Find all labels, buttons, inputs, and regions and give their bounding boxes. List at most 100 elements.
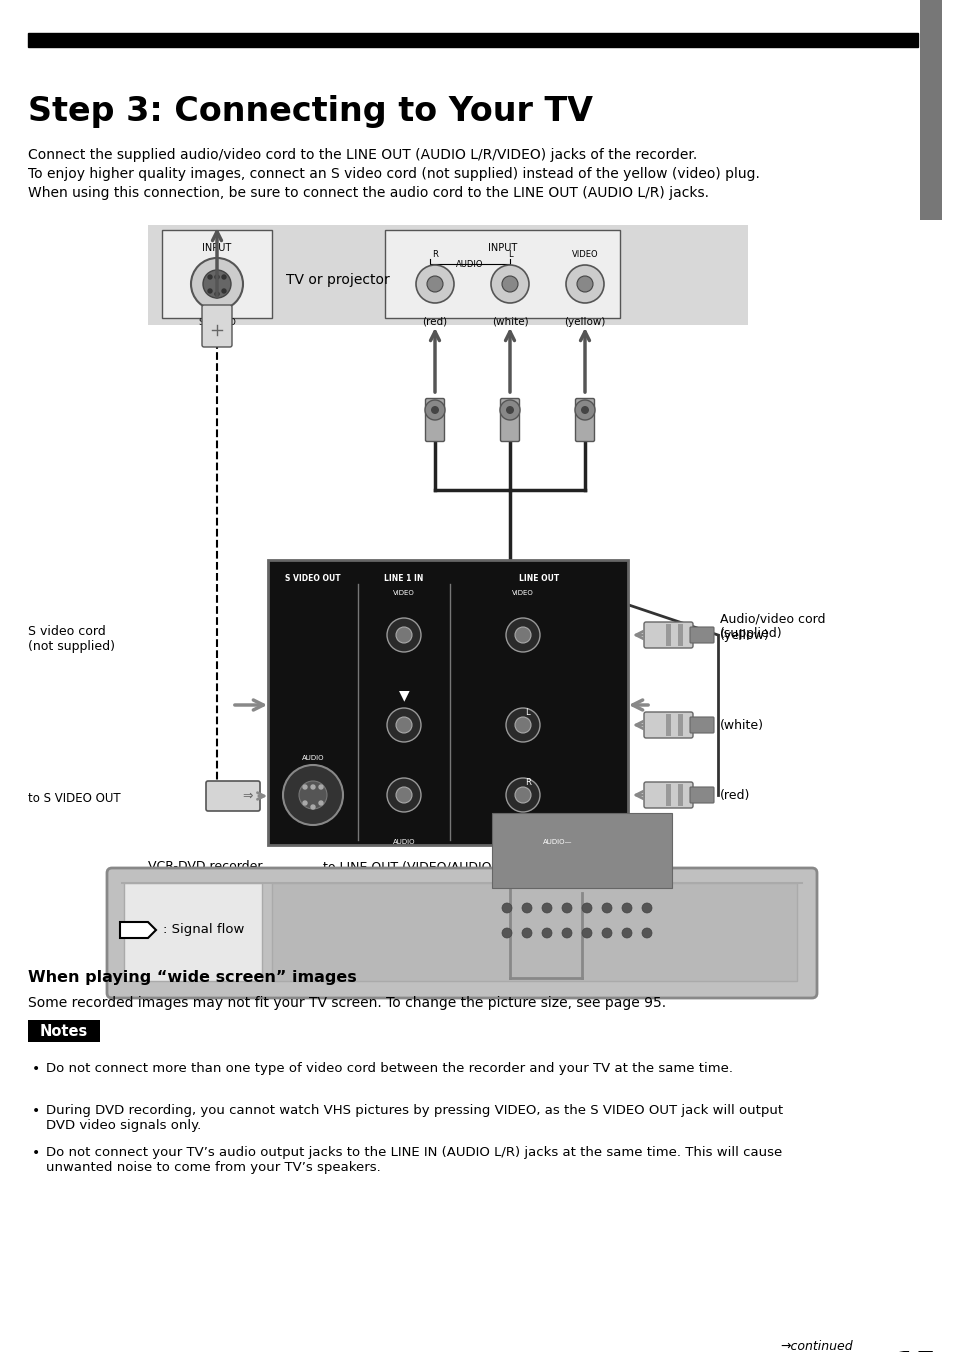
- Circle shape: [427, 276, 442, 292]
- Text: During DVD recording, you cannot watch VHS pictures by pressing VIDEO, as the S : During DVD recording, you cannot watch V…: [46, 1105, 782, 1132]
- Circle shape: [501, 927, 512, 938]
- Circle shape: [541, 903, 552, 913]
- Circle shape: [505, 708, 539, 742]
- Circle shape: [311, 804, 314, 808]
- Text: ⇒: ⇒: [242, 790, 253, 803]
- Text: TV or projector: TV or projector: [286, 273, 390, 287]
- Bar: [492, 813, 671, 888]
- Bar: [919, 0, 941, 220]
- Text: VIDEO: VIDEO: [512, 589, 534, 596]
- Circle shape: [621, 927, 631, 938]
- Circle shape: [298, 781, 327, 808]
- Text: AUDIO—: AUDIO—: [542, 840, 572, 845]
- Bar: [28, 32, 917, 47]
- Circle shape: [521, 903, 532, 913]
- Circle shape: [222, 289, 226, 293]
- FancyBboxPatch shape: [206, 781, 260, 811]
- Circle shape: [505, 777, 539, 813]
- Text: (yellow): (yellow): [720, 629, 769, 641]
- Circle shape: [214, 274, 219, 279]
- FancyBboxPatch shape: [385, 230, 619, 318]
- FancyBboxPatch shape: [689, 717, 713, 733]
- Text: →continued: →continued: [780, 1340, 852, 1352]
- Circle shape: [641, 903, 651, 913]
- FancyBboxPatch shape: [575, 399, 594, 442]
- Circle shape: [580, 406, 588, 414]
- Text: AUDIO: AUDIO: [393, 840, 415, 845]
- Text: Connect the supplied audio/video cord to the LINE OUT (AUDIO L/R/VIDEO) jacks of: Connect the supplied audio/video cord to…: [28, 147, 697, 162]
- Circle shape: [318, 786, 323, 790]
- FancyBboxPatch shape: [643, 622, 692, 648]
- Bar: [124, 883, 262, 982]
- Text: •: •: [32, 1146, 40, 1160]
- Circle shape: [191, 258, 243, 310]
- Circle shape: [387, 618, 420, 652]
- Text: When using this connection, be sure to connect the audio cord to the LINE OUT (A: When using this connection, be sure to c…: [28, 187, 708, 200]
- Text: LINE 1 IN: LINE 1 IN: [384, 575, 423, 583]
- Text: (red): (red): [422, 316, 447, 327]
- Circle shape: [601, 927, 612, 938]
- Circle shape: [581, 903, 592, 913]
- Polygon shape: [120, 922, 156, 938]
- Text: (white): (white): [491, 316, 528, 327]
- Circle shape: [541, 927, 552, 938]
- FancyBboxPatch shape: [425, 399, 444, 442]
- Circle shape: [499, 400, 519, 420]
- Text: Step 3: Connecting to Your TV: Step 3: Connecting to Your TV: [28, 95, 593, 128]
- Circle shape: [561, 903, 572, 913]
- Circle shape: [387, 708, 420, 742]
- Circle shape: [387, 777, 420, 813]
- Text: L: L: [507, 250, 512, 260]
- Bar: [28, 1019, 100, 1042]
- Circle shape: [214, 292, 219, 296]
- FancyBboxPatch shape: [162, 230, 272, 318]
- Text: Do not connect your TV’s audio output jacks to the LINE IN (AUDIO L/R) jacks at : Do not connect your TV’s audio output ja…: [46, 1146, 781, 1174]
- Circle shape: [283, 765, 343, 825]
- Circle shape: [575, 400, 595, 420]
- Text: Some recorded images may not fit your TV screen. To change the picture size, see: Some recorded images may not fit your TV…: [28, 996, 665, 1010]
- Circle shape: [491, 265, 529, 303]
- Bar: [678, 625, 682, 646]
- Text: •: •: [32, 1063, 40, 1076]
- Circle shape: [395, 627, 412, 644]
- Text: Do not connect more than one type of video cord between the recorder and your TV: Do not connect more than one type of vid…: [46, 1063, 732, 1075]
- Text: Hookups and Settings: Hookups and Settings: [925, 437, 935, 573]
- Bar: [665, 625, 670, 646]
- Circle shape: [515, 627, 531, 644]
- Circle shape: [565, 265, 603, 303]
- Text: R: R: [432, 250, 437, 260]
- FancyBboxPatch shape: [689, 787, 713, 803]
- Circle shape: [203, 270, 231, 297]
- Text: S VIDEO OUT: S VIDEO OUT: [285, 575, 340, 583]
- Circle shape: [208, 289, 212, 293]
- Circle shape: [222, 274, 226, 279]
- Text: S VIDEO: S VIDEO: [198, 318, 235, 327]
- Text: S video cord
(not supplied): S video cord (not supplied): [28, 625, 115, 653]
- Text: Notes: Notes: [40, 1023, 88, 1038]
- Circle shape: [303, 786, 307, 790]
- Text: to LINE OUT (VIDEO/AUDIO L/R): to LINE OUT (VIDEO/AUDIO L/R): [323, 860, 519, 873]
- Text: (red): (red): [720, 788, 750, 802]
- Text: VIDEO: VIDEO: [393, 589, 415, 596]
- Circle shape: [303, 800, 307, 804]
- Circle shape: [424, 400, 444, 420]
- Circle shape: [501, 903, 512, 913]
- Text: to S VIDEO OUT: to S VIDEO OUT: [28, 792, 120, 804]
- Text: R: R: [524, 777, 530, 787]
- Text: AUDIO: AUDIO: [456, 260, 483, 269]
- Bar: [268, 560, 627, 845]
- FancyBboxPatch shape: [689, 627, 713, 644]
- FancyBboxPatch shape: [500, 399, 519, 442]
- Text: INPUT: INPUT: [487, 243, 517, 253]
- Circle shape: [641, 927, 651, 938]
- Bar: [665, 714, 670, 735]
- Circle shape: [395, 787, 412, 803]
- Text: Audio/video cord
(supplied): Audio/video cord (supplied): [720, 612, 824, 639]
- Circle shape: [505, 618, 539, 652]
- Text: 15: 15: [894, 1351, 937, 1352]
- Text: •: •: [32, 1105, 40, 1118]
- Circle shape: [521, 927, 532, 938]
- Bar: [272, 883, 796, 982]
- Text: ▼: ▼: [398, 688, 409, 702]
- Text: LINE OUT: LINE OUT: [518, 575, 558, 583]
